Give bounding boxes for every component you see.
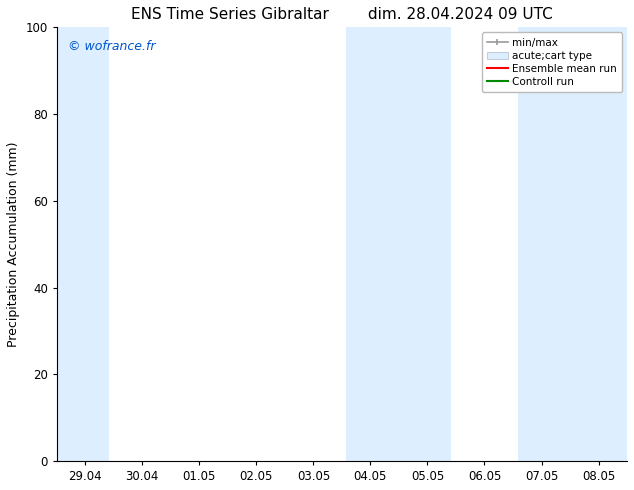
Bar — [57, 27, 109, 461]
Bar — [517, 27, 627, 461]
Text: © wofrance.fr: © wofrance.fr — [68, 40, 156, 53]
Title: ENS Time Series Gibraltar        dim. 28.04.2024 09 UTC: ENS Time Series Gibraltar dim. 28.04.202… — [131, 7, 553, 22]
Legend: min/max, acute;cart type, Ensemble mean run, Controll run: min/max, acute;cart type, Ensemble mean … — [482, 32, 622, 92]
Y-axis label: Precipitation Accumulation (mm): Precipitation Accumulation (mm) — [7, 142, 20, 347]
Bar — [346, 27, 451, 461]
